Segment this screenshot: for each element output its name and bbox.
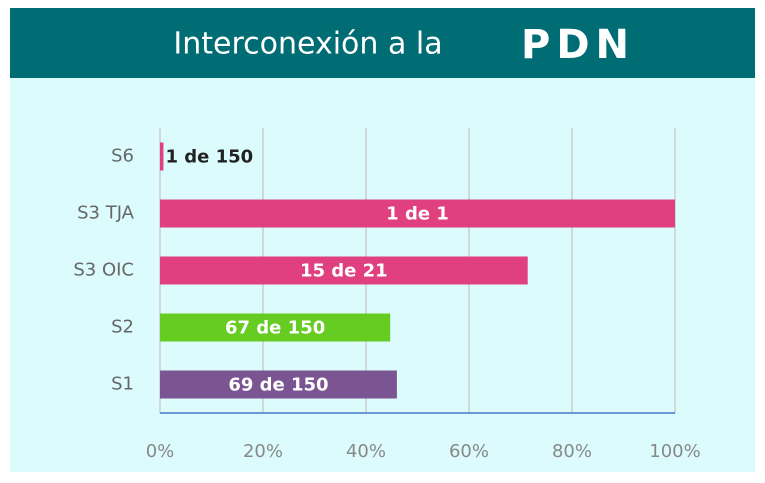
bar	[160, 142, 164, 171]
y-tick-label: S3 OIC	[73, 260, 134, 281]
bar	[160, 256, 528, 285]
value-label: 15 de 21	[300, 261, 388, 282]
y-tick-label: S1	[111, 374, 134, 395]
x-tick-label: 0%	[146, 441, 175, 462]
value-label: 1 de 150	[165, 147, 253, 168]
chart-title: Interconexión a la	[173, 27, 442, 62]
bar	[160, 199, 675, 228]
x-tick-label: 100%	[649, 441, 700, 462]
value-label: 1 de 1	[386, 204, 449, 225]
x-tick-label: 20%	[243, 441, 283, 462]
value-label: 67 de 150	[225, 318, 325, 339]
x-tick-label: 80%	[552, 441, 592, 462]
x-tick-label: 60%	[449, 441, 489, 462]
bar	[160, 370, 397, 399]
x-tick-label: 40%	[346, 441, 386, 462]
bar	[160, 313, 391, 342]
y-tick-label: S3 TJA	[77, 203, 135, 224]
value-label: 69 de 150	[228, 375, 328, 396]
y-tick-label: S6	[111, 146, 134, 167]
y-tick-label: S2	[111, 317, 134, 338]
header	[10, 8, 755, 78]
logo: PDN	[521, 22, 635, 68]
